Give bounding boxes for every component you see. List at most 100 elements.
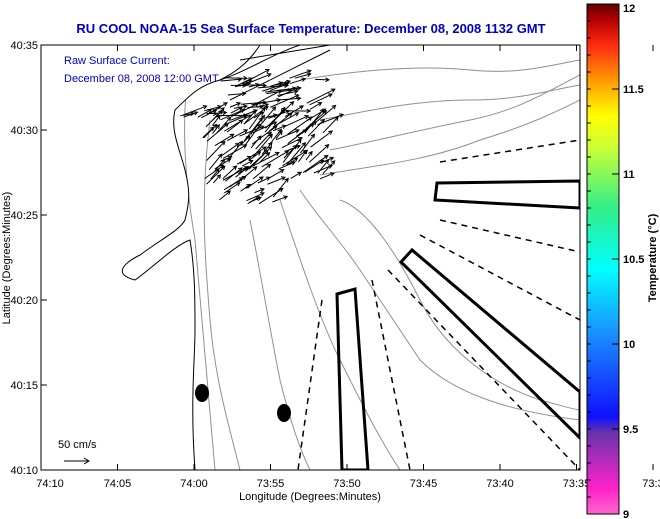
current-vector [319,172,335,180]
current-vector [274,96,302,101]
current-vector [204,104,223,112]
current-vector [243,123,261,147]
current-vector [216,113,249,118]
current-vector [206,140,226,161]
current-vector [308,144,330,163]
colorbar-tick-label: 9.5 [623,424,638,436]
current-vector [309,93,333,106]
colorbar-tick-label: 10 [623,339,635,351]
current-vector [305,110,328,130]
current-vector [310,130,333,148]
colorbar-tick-label: 11 [623,169,635,181]
current-vector [204,164,225,179]
current-vector [315,77,331,83]
current-vector [248,82,261,88]
current-vector [203,123,218,139]
current-vector [212,174,222,184]
y-tick-label: 40:30 [10,125,38,137]
current-vector [286,142,307,166]
x-tick-label: 73:3 [642,478,660,490]
x-tick-label: 73:40 [486,478,514,490]
current-vector [248,151,262,161]
current-vector [309,102,323,110]
current-vector [225,75,249,81]
current-vector [272,177,289,198]
current-vector [270,81,284,87]
colorbar-label: Temperature (°C) [647,213,659,302]
x-tick-label: 73:55 [257,478,285,490]
scale-label: 50 cm/s [58,439,97,451]
current-vector [206,165,226,185]
y-tick-label: 40:20 [10,295,38,307]
current-vector [269,169,285,179]
x-tick-label: 74:00 [180,478,208,490]
current-vector [221,142,240,156]
scale-arrow [64,457,90,465]
current-vector [250,135,262,149]
current-vector [243,109,257,125]
current-vector [214,158,232,170]
colorbar-tick-label: 12 [623,3,635,15]
y-tick-label: 40:15 [10,380,38,392]
y-tick-label: 40:25 [10,210,38,222]
colorbar-tick-label: 9 [623,509,629,519]
current-vector [219,190,231,201]
current-vector [226,129,249,142]
current-vector [252,121,278,134]
current-vector [289,69,312,79]
current-vector [182,111,196,117]
current-vector [220,77,243,82]
x-axis-label: Longitude (Degrees:Minutes) [239,491,381,503]
transect-boxes [335,179,580,470]
current-vector [286,108,312,114]
current-vector [183,111,199,118]
current-vector [300,133,316,154]
current-vector [206,111,218,116]
colorbar-ticks: 12 11.5 11 10.5 10 9.5 9 [587,3,644,519]
current-vector [229,101,242,108]
current-vector [222,144,248,159]
x-axis-ticks: 74:10 74:05 74:00 73:55 73:50 73:45 73:40 73:35… [36,45,660,490]
current-vector [295,121,318,137]
current-vector [250,114,266,135]
current-vector [253,111,265,119]
y-axis-ticks: 40:35 40:30 40:25 40:20 40:15 40:10 [10,40,47,477]
current-vector [302,154,329,174]
current-vector [306,108,327,122]
current-vector [251,151,280,167]
current-vector [275,129,300,141]
current-vector [265,113,278,119]
current-vector [298,149,308,163]
current-vector [214,133,235,147]
colorbar-tick-label: 11.5 [623,84,644,96]
current-vector [290,171,303,179]
current-vector [252,133,273,158]
current-vector [272,124,287,132]
current-vector [227,91,247,97]
current-vector [257,83,290,89]
y-axis-label: Latitude (Degrees:Minutes) [1,192,13,325]
current-vector [220,155,233,162]
x-tick-label: 74:05 [104,478,132,490]
x-tick-label: 73:45 [410,478,438,490]
current-vector [316,104,337,122]
current-vector [180,105,208,117]
current-vector [284,144,301,152]
coastline [41,45,261,470]
current-vector [235,81,251,88]
current-vector [211,106,225,121]
current-vector [271,100,295,124]
current-vector [294,72,312,79]
current-vector [317,113,345,126]
current-vector [238,166,258,183]
current-vector [305,150,313,161]
current-vector [284,115,310,128]
colorbar-tick-label: 10.5 [623,254,644,266]
current-annotation-1: Raw Surface Current: [64,55,170,67]
current-vector [251,73,272,83]
current-vector [306,88,336,104]
current-vector [282,138,302,163]
current-vector [280,85,302,91]
current-vector [261,141,273,155]
